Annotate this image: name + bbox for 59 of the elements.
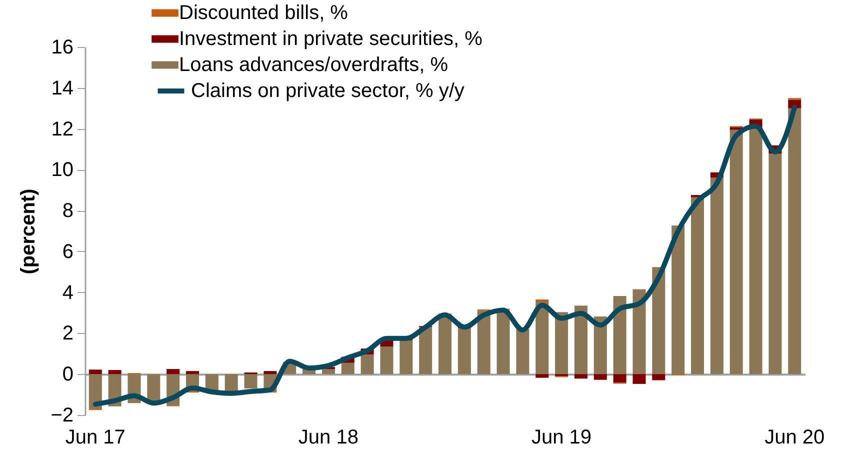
bar (652, 267, 666, 374)
bar (730, 130, 743, 374)
y-tick-label: 14 (51, 77, 74, 100)
bar (166, 369, 180, 374)
legend-label: Discounted bills, % (179, 2, 348, 24)
bar (380, 346, 394, 374)
bar (613, 296, 626, 374)
bar (477, 310, 490, 374)
y-tick-label: 6 (62, 240, 74, 263)
y-tick-label: 8 (62, 200, 74, 222)
bar (438, 314, 452, 374)
y-tick-label: 12 (51, 118, 74, 140)
bar (186, 371, 200, 374)
y-tick-label: 16 (51, 36, 74, 58)
y-tick-label: 10 (51, 159, 74, 182)
bar (710, 178, 724, 374)
bar (632, 374, 646, 384)
bar (690, 197, 704, 374)
bar (555, 312, 568, 374)
bar (788, 108, 802, 374)
y-tick-label: 2 (62, 322, 74, 345)
y-tick-label: 0 (62, 364, 74, 386)
x-tick-label: Jun 17 (65, 426, 126, 448)
y-axis-title: (percent) (18, 188, 40, 274)
bar (536, 299, 549, 302)
bar (594, 374, 607, 380)
bar (749, 128, 762, 374)
bar (768, 154, 782, 374)
bar (652, 374, 666, 380)
y-tick-label: −2 (50, 404, 74, 426)
bar (341, 362, 354, 374)
legend-label: Claims on private sector, % y/y (191, 80, 464, 102)
x-tick-label: Jun 18 (298, 426, 358, 448)
bar (205, 374, 218, 390)
bar (224, 374, 238, 392)
legend-label: Loans advances/overdrafts, % (179, 54, 448, 76)
legend-label: Investment in private securities, % (179, 28, 483, 50)
bar (536, 374, 549, 378)
bar (360, 354, 374, 374)
x-tick-label: Jun 19 (532, 426, 592, 448)
bar (419, 327, 432, 374)
bar (536, 302, 549, 374)
bar (613, 374, 626, 383)
bar (400, 340, 413, 374)
bar (88, 374, 102, 410)
y-tick-label: 4 (62, 282, 74, 304)
bar (88, 370, 102, 374)
bar (244, 374, 258, 388)
bar (322, 369, 335, 374)
bar (574, 306, 588, 374)
bar (108, 370, 122, 374)
bar (632, 289, 646, 374)
bar (672, 225, 685, 374)
bar (516, 329, 530, 374)
bar (496, 310, 510, 374)
bar (458, 328, 471, 374)
bar (264, 371, 277, 374)
bar (574, 374, 588, 379)
x-tick-label: Jun 20 (764, 426, 825, 448)
